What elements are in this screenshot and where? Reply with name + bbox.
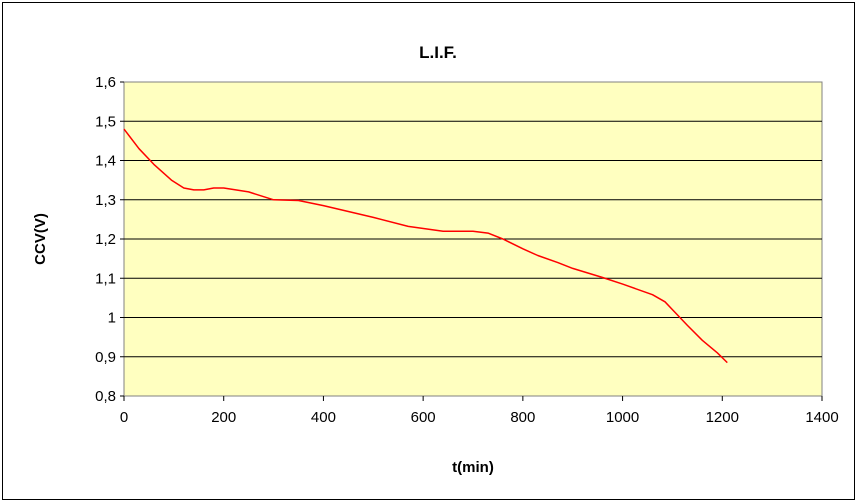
- x-axis-label: t(min): [452, 459, 494, 476]
- x-tick-label: 200: [211, 409, 236, 426]
- y-tick-label: 0,8: [95, 388, 116, 405]
- y-axis-label: CCV(V): [32, 213, 49, 265]
- y-tick-label: 1,1: [95, 270, 116, 287]
- x-tick-label: 1000: [606, 409, 639, 426]
- chart-title: L.I.F.: [419, 43, 457, 62]
- x-tick-label: 0: [120, 409, 128, 426]
- series-line: [123, 128, 728, 364]
- gridlines: [124, 120, 822, 358]
- y-axis-ticks: 0,8 0,9 1 1,1 1,2 1,3 1,4 1,5 1,6: [95, 74, 124, 405]
- y-tick-label: 0,9: [95, 349, 116, 366]
- x-tick-label: 800: [510, 409, 535, 426]
- line-chart: L.I.F. 0,8 0,9 1 1,1 1,2 1,3 1,4 1,5 1,6 0 200 400…: [32, 43, 839, 476]
- y-tick-label: 1,3: [95, 192, 116, 209]
- y-tick-label: 1,6: [95, 74, 116, 91]
- y-tick-label: 1: [108, 310, 116, 327]
- x-tick-label: 1200: [706, 409, 739, 426]
- x-tick-label: 1400: [805, 409, 838, 426]
- x-axis-ticks: 0 200 400 600 800 1000 1200 1400: [120, 396, 839, 426]
- series-group: [123, 128, 728, 364]
- y-tick-label: 1,2: [95, 231, 116, 248]
- x-tick-label: 600: [411, 409, 436, 426]
- x-tick-label: 400: [311, 409, 336, 426]
- y-tick-label: 1,4: [95, 153, 116, 170]
- y-tick-label: 1,5: [95, 113, 116, 130]
